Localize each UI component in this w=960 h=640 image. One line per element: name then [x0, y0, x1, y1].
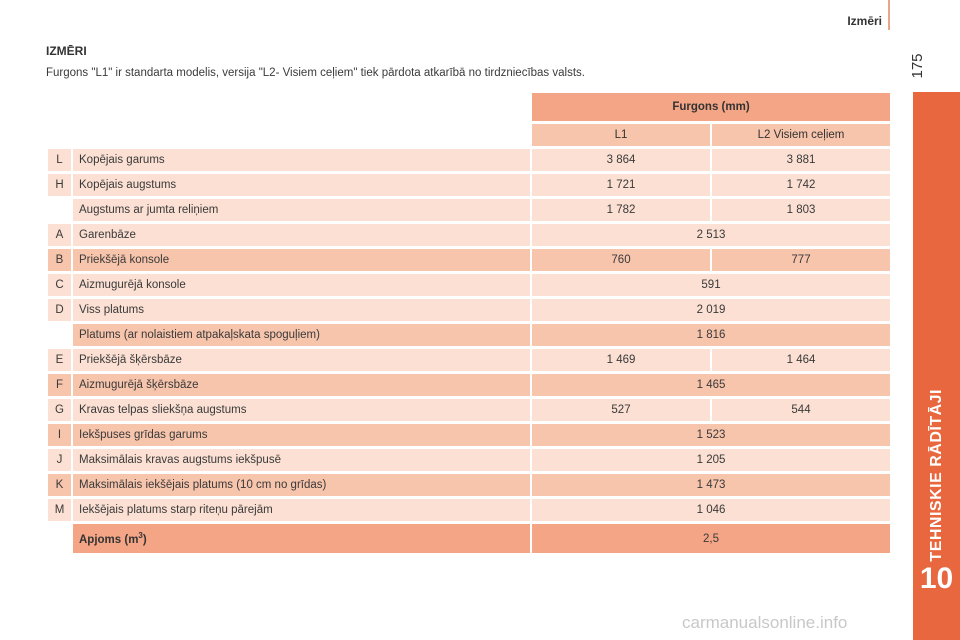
section-title: IZMĒRI	[46, 44, 87, 58]
total-blank	[48, 524, 71, 553]
row-value-l1: 527	[532, 399, 710, 421]
row-value-l2: 544	[712, 399, 890, 421]
row-code: I	[48, 424, 71, 446]
row-label: Augstums ar jumta reliņiem	[73, 199, 530, 221]
page-number: 175	[909, 53, 926, 79]
table-header-blank	[48, 93, 530, 121]
row-code: A	[48, 224, 71, 246]
header-divider	[888, 0, 890, 30]
row-label: Iekšējais platums starp riteņu pārejām	[73, 499, 530, 521]
total-label-text: Apjoms (m	[79, 533, 139, 546]
row-code	[48, 324, 71, 346]
table-row: E Priekšējā šķērsbāze 1 469 1 464	[48, 349, 890, 371]
row-label: Garenbāze	[73, 224, 530, 246]
row-value-l1: 1 721	[532, 174, 710, 196]
row-value-l2: 1 742	[712, 174, 890, 196]
row-code: D	[48, 299, 71, 321]
row-value-l2: 3 881	[712, 149, 890, 171]
row-label: Kopējais augstums	[73, 174, 530, 196]
row-code: C	[48, 274, 71, 296]
row-value-shared: 1 205	[532, 449, 890, 471]
row-label: Maksimālais iekšējais platums (10 cm no …	[73, 474, 530, 496]
row-code: F	[48, 374, 71, 396]
total-label-end: )	[142, 533, 147, 546]
table-row: H Kopējais augstums 1 721 1 742	[48, 174, 890, 196]
watermark: carmanualsonline.info	[682, 613, 848, 632]
table-total-row: Apjoms (m3) 2,5	[48, 524, 890, 553]
row-value-l1: 1 782	[532, 199, 710, 221]
table-row: L Kopējais garums 3 864 3 881	[48, 149, 890, 171]
row-value-shared: 1 816	[532, 324, 890, 346]
row-value-shared: 2 513	[532, 224, 890, 246]
row-value-l1: 1 469	[532, 349, 710, 371]
row-value-l2: 1 803	[712, 199, 890, 221]
table-row: K Maksimālais iekšējais platums (10 cm no…	[48, 474, 890, 496]
chapter-side-tab-label: TEHNISKIE RĀDĪTĀJI	[927, 389, 945, 562]
table-group-header-row: Furgons (mm)	[48, 93, 890, 121]
table-row: F Aizmugurējā šķērsbāze 1 465	[48, 374, 890, 396]
page-header-title: Izmēri	[847, 14, 882, 28]
table-row: M Iekšējais platums starp riteņu pārejām 1…	[48, 499, 890, 521]
row-value-l1: 3 864	[532, 149, 710, 171]
row-value-l1: 760	[532, 249, 710, 271]
dimensions-table: Furgons (mm) L1 L2 Visiem ceļiem L Kopēja…	[46, 90, 892, 556]
row-value-shared: 1 473	[532, 474, 890, 496]
row-value-shared: 1 465	[532, 374, 890, 396]
column-header-l1: L1	[532, 124, 710, 146]
row-label: Priekšējā konsole	[73, 249, 530, 271]
table-row: D Viss platums 2 019	[48, 299, 890, 321]
chapter-side-tab-label-wrap: TEHNISKIE RĀDĪTĀJI	[913, 92, 960, 562]
table-group-header: Furgons (mm)	[532, 93, 890, 121]
row-label: Aizmugurējā konsole	[73, 274, 530, 296]
table-row: B Priekšējā konsole 760 777	[48, 249, 890, 271]
table-row: Augstums ar jumta reliņiem 1 782 1 803	[48, 199, 890, 221]
section-intro: Furgons "L1" ir standarta modelis, versi…	[46, 67, 585, 79]
row-value-shared: 591	[532, 274, 890, 296]
total-label: Apjoms (m3)	[73, 524, 530, 553]
row-value-l2: 777	[712, 249, 890, 271]
row-value-shared: 1 523	[532, 424, 890, 446]
row-code: E	[48, 349, 71, 371]
row-code	[48, 199, 71, 221]
row-code: K	[48, 474, 71, 496]
table-row: C Aizmugurējā konsole 591	[48, 274, 890, 296]
row-label: Viss platums	[73, 299, 530, 321]
row-label: Kopējais garums	[73, 149, 530, 171]
row-value-shared: 2 019	[532, 299, 890, 321]
table-row: G Kravas telpas sliekšņa augstums 527 544	[48, 399, 890, 421]
row-code: J	[48, 449, 71, 471]
row-value-l2: 1 464	[712, 349, 890, 371]
row-code: M	[48, 499, 71, 521]
row-label: Maksimālais kravas augstums iekšpusē	[73, 449, 530, 471]
row-label: Aizmugurējā šķērsbāze	[73, 374, 530, 396]
chapter-number: 10	[919, 562, 954, 595]
row-code: L	[48, 149, 71, 171]
total-value: 2,5	[532, 524, 890, 553]
chapter-side-tab	[913, 92, 960, 640]
row-label: Platums (ar nolaistiem atpakaļskata spog…	[73, 324, 530, 346]
row-code: H	[48, 174, 71, 196]
total-label-unit-exponent: 3	[138, 531, 143, 541]
row-code: G	[48, 399, 71, 421]
column-header-l2: L2 Visiem ceļiem	[712, 124, 890, 146]
table-row: I Iekšpuses grīdas garums 1 523	[48, 424, 890, 446]
table-row: A Garenbāze 2 513	[48, 224, 890, 246]
table-row: Platums (ar nolaistiem atpakaļskata spog…	[48, 324, 890, 346]
table-row: J Maksimālais kravas augstums iekšpusē 1 2…	[48, 449, 890, 471]
row-label: Kravas telpas sliekšņa augstums	[73, 399, 530, 421]
row-value-shared: 1 046	[532, 499, 890, 521]
row-label: Iekšpuses grīdas garums	[73, 424, 530, 446]
row-label: Priekšējā šķērsbāze	[73, 349, 530, 371]
dimensions-table-body: Furgons (mm) L1 L2 Visiem ceļiem L Kopēja…	[48, 93, 890, 553]
table-column-header-row: L1 L2 Visiem ceļiem	[48, 124, 890, 146]
table-subheader-blank	[48, 124, 530, 146]
row-code: B	[48, 249, 71, 271]
